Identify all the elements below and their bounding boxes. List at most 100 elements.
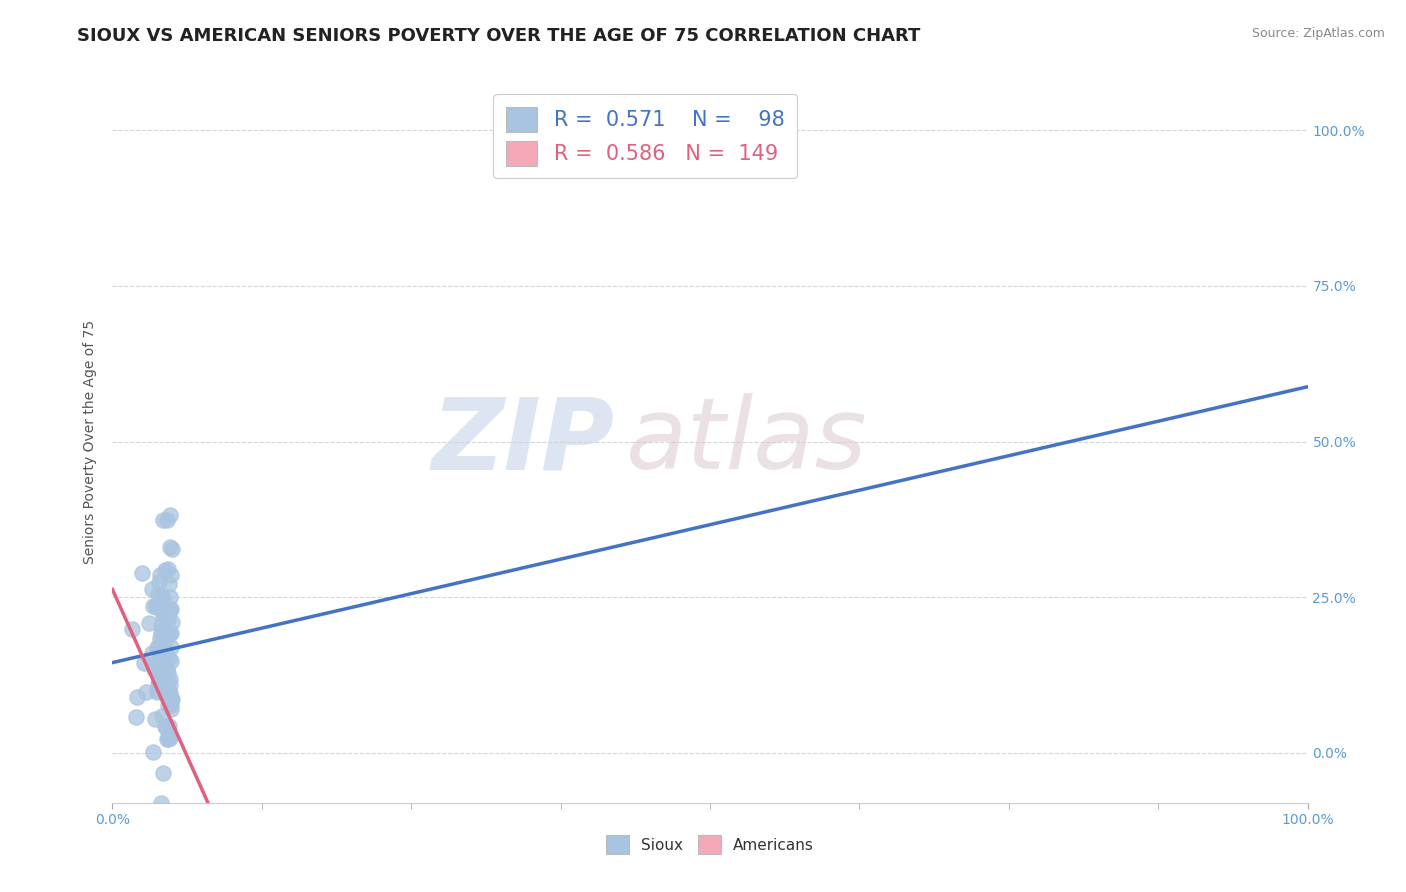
Point — [31, 73, 53, 87]
Point — [150, 709, 173, 723]
Point — [59, 438, 82, 452]
Point — [34, 371, 56, 385]
Point — [44, 73, 66, 87]
Point — [53, 796, 76, 810]
Point — [35, 73, 58, 87]
Point — [32, 796, 55, 810]
Point — [152, 682, 174, 697]
Point — [52, 796, 75, 810]
Point — [159, 731, 181, 746]
Point — [155, 682, 177, 697]
Point — [159, 508, 181, 523]
Point — [152, 592, 174, 607]
Point — [35, 456, 58, 470]
Point — [38, 73, 60, 87]
Point — [48, 796, 70, 810]
Point — [148, 574, 170, 589]
Point — [35, 731, 58, 745]
Point — [70, 418, 93, 433]
Point — [41, 73, 63, 87]
Point — [52, 796, 75, 810]
Point — [143, 657, 166, 672]
Point — [59, 757, 82, 772]
Point — [31, 796, 53, 810]
Point — [155, 647, 177, 661]
Point — [160, 568, 183, 582]
Point — [143, 712, 166, 726]
Point — [41, 73, 63, 87]
Point — [146, 587, 169, 601]
Point — [66, 796, 89, 810]
Point — [30, 238, 52, 252]
Point — [153, 640, 176, 654]
Point — [44, 796, 66, 810]
Point — [146, 685, 169, 699]
Point — [46, 73, 69, 87]
Point — [35, 796, 58, 810]
Point — [41, 773, 63, 788]
Point — [157, 624, 180, 639]
Point — [79, 478, 101, 492]
Point — [31, 796, 53, 810]
Point — [70, 487, 93, 501]
Point — [31, 796, 53, 810]
Point — [157, 562, 180, 576]
Point — [32, 351, 55, 366]
Point — [38, 731, 60, 745]
Point — [160, 601, 183, 615]
Point — [63, 796, 86, 810]
Point — [41, 86, 63, 100]
Text: SIOUX VS AMERICAN SENIORS POVERTY OVER THE AGE OF 75 CORRELATION CHART: SIOUX VS AMERICAN SENIORS POVERTY OVER T… — [77, 27, 921, 45]
Point — [48, 73, 70, 87]
Point — [45, 431, 67, 445]
Point — [31, 73, 53, 87]
Point — [156, 512, 179, 526]
Point — [156, 731, 179, 746]
Point — [143, 662, 166, 676]
Point — [46, 73, 69, 87]
Point — [42, 796, 65, 810]
Point — [49, 73, 72, 87]
Point — [152, 638, 174, 652]
Point — [159, 672, 181, 686]
Point — [46, 73, 69, 87]
Point — [38, 370, 60, 384]
Point — [32, 796, 55, 810]
Point — [46, 796, 69, 810]
Point — [145, 661, 167, 675]
Point — [56, 796, 79, 810]
Point — [146, 640, 169, 654]
Point — [63, 73, 86, 87]
Point — [53, 73, 76, 87]
Point — [51, 796, 73, 810]
Point — [34, 796, 56, 810]
Point — [160, 640, 183, 654]
Point — [134, 656, 156, 670]
Point — [41, 471, 63, 485]
Point — [32, 796, 55, 810]
Point — [49, 73, 72, 87]
Point — [157, 666, 180, 681]
Point — [53, 639, 76, 653]
Point — [51, 796, 73, 810]
Point — [41, 796, 63, 810]
Point — [60, 796, 83, 810]
Point — [32, 161, 55, 175]
Point — [148, 660, 170, 674]
Point — [35, 568, 58, 582]
Point — [65, 796, 87, 810]
Point — [44, 549, 66, 563]
Point — [48, 691, 70, 706]
Point — [35, 796, 58, 810]
Point — [148, 648, 170, 662]
Point — [34, 273, 56, 287]
Point — [150, 623, 173, 637]
Point — [55, 377, 77, 392]
Point — [31, 79, 53, 94]
Point — [44, 555, 66, 569]
Point — [141, 582, 163, 597]
Point — [135, 684, 157, 698]
Point — [149, 666, 172, 681]
Point — [45, 73, 67, 87]
Point — [32, 73, 55, 87]
